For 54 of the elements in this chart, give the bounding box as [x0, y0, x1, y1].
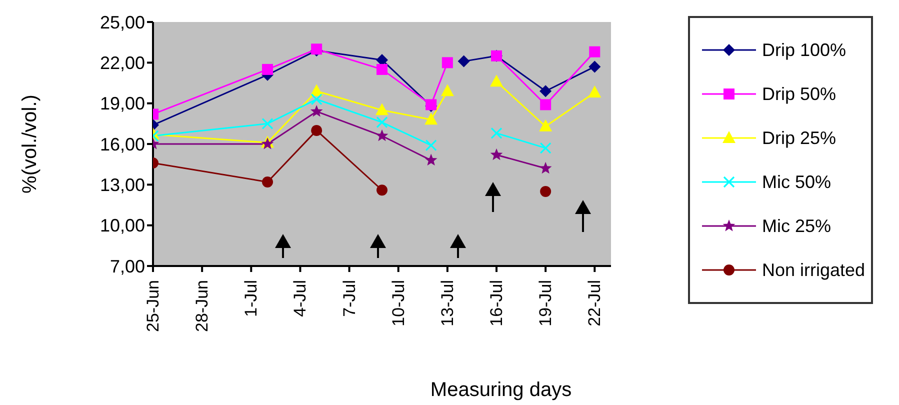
y-axis-title: %(vol./vol.) [19, 94, 41, 194]
x-tick-label: 4-Jul [290, 280, 310, 317]
x-tick-label: 25-Jun [144, 280, 162, 332]
point [490, 74, 503, 87]
point [424, 154, 438, 166]
point [539, 119, 552, 132]
point [376, 184, 388, 196]
y-tick-label: 22,00 [100, 53, 145, 74]
y-tick-label: 10,00 [100, 216, 145, 236]
legend-label: Mic 25% [762, 216, 832, 236]
y-tick-label: 25,00 [100, 12, 145, 32]
point [540, 99, 552, 110]
x-tick-label: 10-Jul [388, 280, 408, 326]
x-tick-label: 28-Jun [192, 280, 212, 332]
y-tick-label: 13,00 [100, 175, 145, 196]
point [310, 93, 322, 106]
legend-label: Mic 50% [762, 172, 832, 192]
point [490, 127, 502, 139]
legend-label: Non irrigated [762, 260, 866, 280]
x-axis-title: Measuring days [430, 379, 572, 401]
y-tick-label: 19,00 [100, 94, 145, 114]
point [262, 118, 274, 130]
y-tick-label: 7,00 [110, 256, 145, 276]
y-tick-label: 16,00 [100, 134, 145, 154]
point [262, 176, 273, 188]
point [442, 57, 453, 68]
point [440, 84, 454, 96]
x-tick-label: 19-Jul [536, 280, 556, 326]
x-tick-label: 16-Jul [487, 280, 506, 326]
point [588, 85, 602, 98]
point [262, 64, 273, 75]
x-tick-label: 13-Jul [438, 280, 457, 326]
legend-label: Drip 100% [762, 40, 846, 60]
point [540, 186, 552, 197]
x-tick-label: 7-Jul [340, 280, 359, 317]
point [376, 129, 388, 142]
legend-label: Drip 50% [762, 84, 836, 104]
point [540, 85, 552, 98]
x-tick-label: 1-Jul [242, 280, 261, 317]
point [376, 103, 388, 116]
point [425, 140, 437, 152]
point [376, 116, 388, 128]
point [458, 55, 470, 68]
point [589, 46, 600, 58]
point [588, 60, 601, 73]
point [490, 148, 503, 160]
point [539, 162, 552, 174]
point [424, 112, 438, 125]
point [376, 64, 388, 75]
point [311, 124, 322, 136]
legend-label: Drip 25% [762, 128, 836, 148]
point [310, 104, 323, 117]
x-tick-label: 22-Jul [585, 280, 604, 326]
point [540, 142, 552, 154]
